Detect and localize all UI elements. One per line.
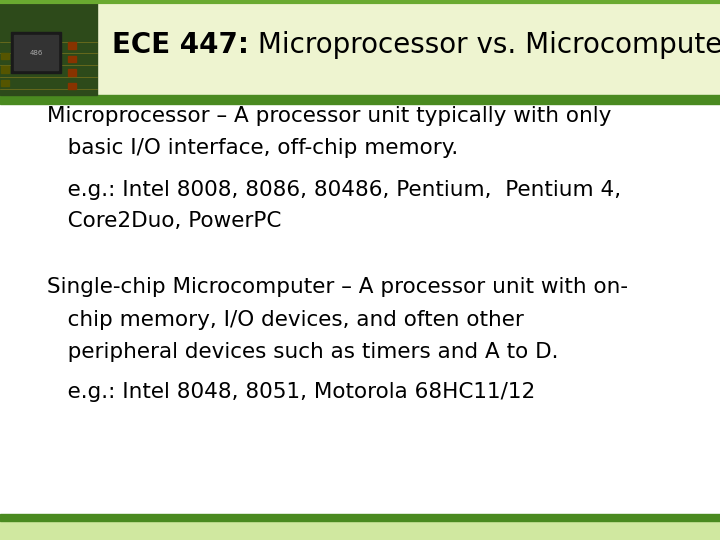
Bar <box>68 42 76 49</box>
Bar <box>1 80 9 86</box>
Bar <box>68 83 76 89</box>
Text: basic I/O interface, off-chip memory.: basic I/O interface, off-chip memory. <box>47 138 458 159</box>
Text: Single-chip Microcomputer – A processor unit with on-: Single-chip Microcomputer – A processor … <box>47 277 628 298</box>
Text: Microprocessor vs. Microcomputer: Microprocessor vs. Microcomputer <box>248 31 720 58</box>
Bar <box>11 32 61 73</box>
Text: peripheral devices such as timers and A to D.: peripheral devices such as timers and A … <box>47 342 558 362</box>
Text: e.g.: Intel 8008, 8086, 80486, Pentium,  Pentium 4,: e.g.: Intel 8008, 8086, 80486, Pentium, … <box>47 180 621 200</box>
Text: ECE 447:: ECE 447: <box>112 31 248 58</box>
Text: 486: 486 <box>30 50 42 56</box>
Bar <box>1 53 9 59</box>
Bar <box>0 94 720 104</box>
Bar <box>1 66 9 73</box>
Text: Core2Duo, PowerPC: Core2Duo, PowerPC <box>47 211 282 232</box>
Bar <box>0 0 97 94</box>
Bar <box>68 56 76 62</box>
Text: Microprocessor – A processor unit typically with only: Microprocessor – A processor unit typica… <box>47 106 611 126</box>
Text: chip memory, I/O devices, and often other: chip memory, I/O devices, and often othe… <box>47 309 523 330</box>
Bar <box>14 35 58 70</box>
Bar <box>0 0 720 94</box>
Bar <box>0 514 720 521</box>
Bar <box>68 69 76 76</box>
Bar <box>0 518 720 540</box>
Text: e.g.: Intel 8048, 8051, Motorola 68HC11/12: e.g.: Intel 8048, 8051, Motorola 68HC11/… <box>47 381 535 402</box>
